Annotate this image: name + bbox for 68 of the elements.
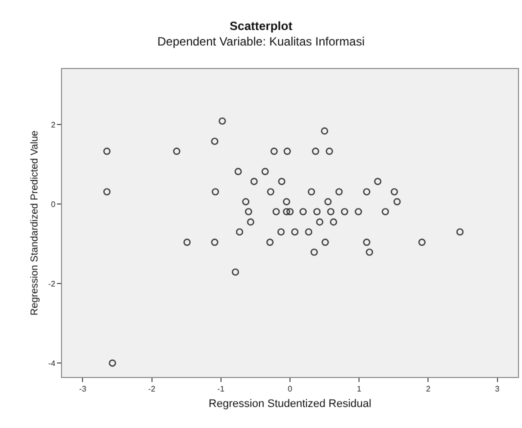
point [266, 238, 274, 246]
point [250, 178, 258, 186]
point [320, 127, 328, 135]
y-tick-label: -4 [48, 358, 56, 368]
point [456, 228, 464, 236]
point [313, 208, 321, 216]
point [211, 138, 218, 145]
point [103, 148, 111, 155]
point [393, 198, 401, 206]
point [390, 188, 398, 196]
point [278, 178, 286, 186]
x-tick-label: -2 [148, 384, 156, 394]
point [244, 208, 252, 216]
point [363, 188, 370, 196]
point [310, 248, 318, 256]
point [308, 188, 316, 196]
y-tick-label: 0 [50, 200, 56, 209]
x-tick-label: 1 [356, 384, 362, 394]
point [173, 148, 180, 155]
point [282, 198, 290, 206]
point [366, 248, 374, 256]
point [234, 168, 242, 176]
point [183, 238, 191, 246]
point [312, 148, 320, 155]
point [322, 238, 329, 246]
point [282, 208, 290, 216]
point [363, 238, 370, 246]
point [242, 198, 250, 206]
point [326, 148, 333, 155]
x-axis-title: Regression Studentized Residual [208, 398, 372, 410]
point [247, 218, 254, 226]
point [277, 228, 285, 236]
point [270, 148, 278, 155]
point [218, 117, 226, 125]
point [330, 218, 338, 226]
point [286, 208, 294, 216]
point [262, 168, 269, 176]
point [211, 238, 218, 246]
point [236, 228, 244, 236]
point [108, 359, 116, 367]
x-tick-label: 2 [426, 384, 431, 394]
point [316, 218, 324, 226]
x-tick-label: 0 [288, 384, 293, 394]
y-axis-title: Regression Standardized Predicted Value [29, 130, 40, 316]
point [103, 188, 111, 196]
y-tick-label: 2 [50, 120, 56, 130]
point [335, 188, 343, 196]
point [324, 198, 332, 206]
point [272, 208, 280, 216]
point [212, 188, 219, 196]
chart-title: Scatterplot [230, 18, 292, 33]
x-tick-label: 3 [495, 384, 500, 394]
point [354, 208, 362, 216]
x-tick-label: -3 [79, 384, 87, 394]
x-tick-label: -1 [217, 384, 226, 394]
point [374, 178, 382, 186]
point [382, 208, 389, 216]
point [291, 228, 298, 236]
chart-subtitle: Dependent Variable: Kualitas Informasi [157, 34, 365, 49]
point [300, 208, 307, 216]
point [232, 268, 240, 276]
point [305, 228, 312, 236]
point [327, 208, 334, 216]
point [418, 238, 426, 246]
point [284, 148, 291, 155]
y-tick-label: -2 [48, 279, 56, 288]
point [267, 188, 274, 196]
point [340, 208, 348, 216]
